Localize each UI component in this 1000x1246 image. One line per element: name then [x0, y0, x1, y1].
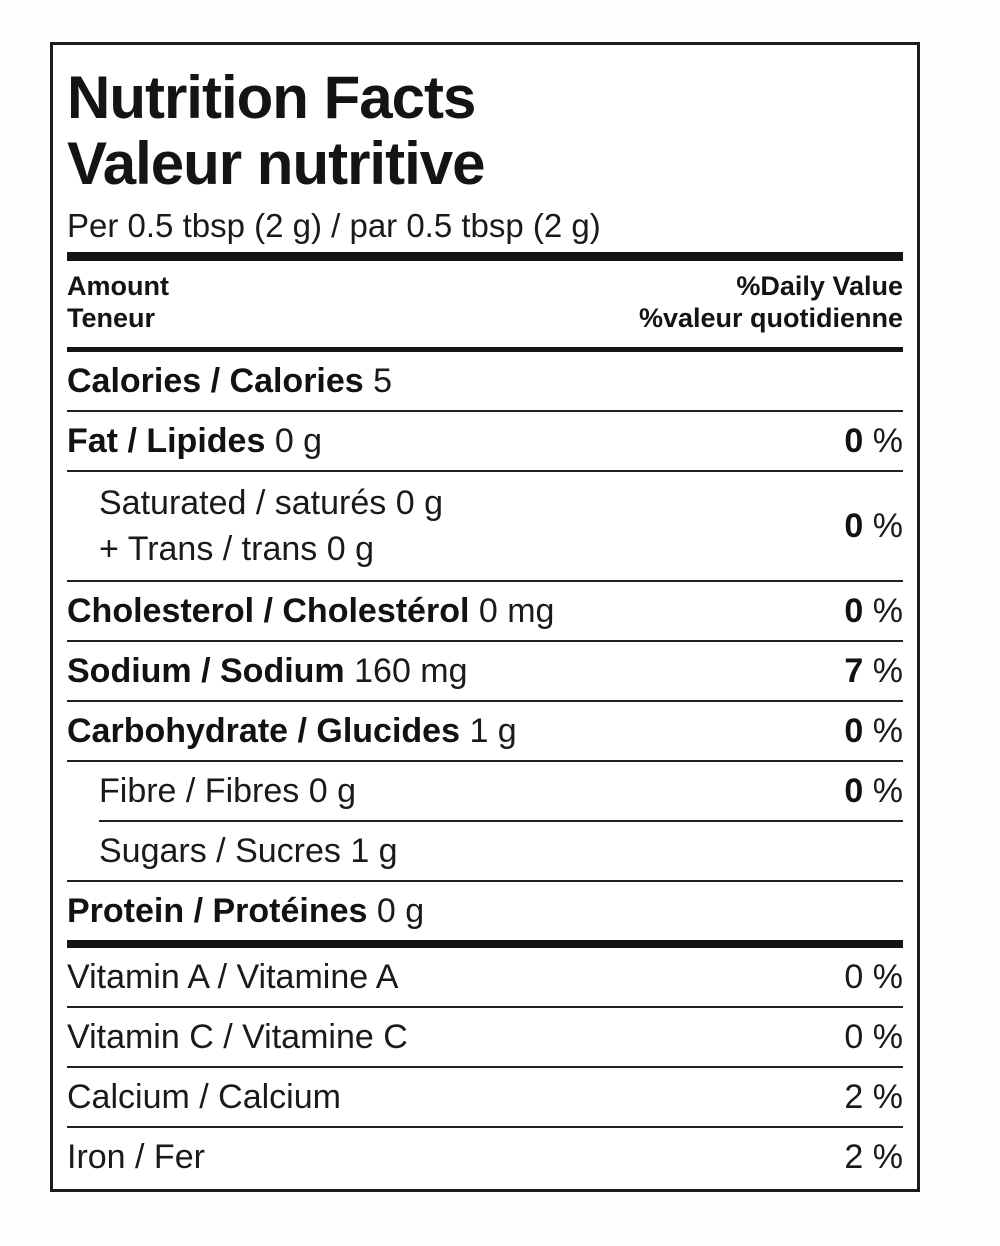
cholesterol-daily-value: 0 % — [844, 592, 903, 630]
daily-value-header-fr: %valeur quotidienne — [638, 303, 903, 333]
sodium-daily-value: 7 % — [844, 652, 903, 690]
serving-size: Per 0.5 tbsp (2 g) / par 0.5 tbsp (2 g) — [67, 207, 601, 244]
row-protein: Protein / Protéines 0 g — [67, 880, 903, 940]
amount-header-en: Amount — [67, 271, 169, 301]
title-english: Nutrition Facts — [67, 64, 476, 131]
vitamin-a-daily-value: 0 % — [844, 958, 903, 996]
fat-label: Fat / Lipides — [67, 422, 266, 460]
micronutrients-section: Vitamin A / Vitamine A 0 % Vitamin C / V… — [67, 948, 903, 1186]
cholesterol-amount: 0 mg — [478, 592, 555, 630]
protein-amount: 0 g — [376, 892, 425, 930]
separator-medium — [67, 347, 903, 352]
row-vitamin-a: Vitamin A / Vitamine A 0 % — [67, 948, 903, 1006]
row-fibre: Fibre / Fibres 0 g 0 % — [67, 760, 903, 820]
protein-label: Protein / Protéines — [67, 892, 368, 930]
vitamin-c-daily-value: 0 % — [844, 1018, 903, 1056]
amount-header-fr: Teneur — [67, 303, 156, 333]
fibre-text: Fibre / Fibres 0 g — [99, 772, 356, 810]
row-calories: Calories / Calories 5 — [67, 352, 903, 410]
saturated-trans-daily-value: 0 % — [844, 507, 903, 545]
vitamin-c-text: Vitamin C / Vitamine C — [67, 1018, 408, 1056]
sodium-amount: 160 mg — [354, 652, 468, 690]
calcium-daily-value: 2 % — [844, 1078, 903, 1116]
row-sodium: Sodium / Sodium 160 mg 7 % — [67, 640, 903, 700]
vitamin-a-text: Vitamin A / Vitamine A — [67, 958, 399, 996]
fat-daily-value: 0 % — [844, 422, 903, 460]
separator-indented — [99, 820, 903, 822]
calcium-text: Calcium / Calcium — [67, 1078, 341, 1116]
row-calcium: Calcium / Calcium 2 % — [67, 1066, 903, 1126]
iron-text: Iron / Fer — [67, 1138, 205, 1176]
carbohydrate-label: Carbohydrate / Glucides — [67, 712, 460, 750]
row-iron: Iron / Fer 2 % — [67, 1126, 903, 1186]
column-header-row: Amount Teneur %Daily Value %valeur quoti… — [67, 261, 903, 347]
amount-header: Amount Teneur — [67, 270, 169, 334]
sodium-label: Sodium / Sodium — [67, 652, 345, 690]
separator-thick-bottom — [67, 940, 903, 948]
carbohydrate-amount: 1 g — [469, 712, 517, 750]
nutrition-facts-label: Nutrition Facts Valeur nutritive Per 0.5… — [50, 42, 920, 1192]
separator-thick-top — [67, 252, 903, 261]
calories-value: 5 — [373, 362, 393, 400]
saturated-fat-text: Saturated / saturés 0 g — [99, 484, 443, 522]
title-french: Valeur nutritive — [67, 130, 485, 197]
carbohydrate-daily-value: 0 % — [844, 712, 903, 750]
sugars-text: Sugars / Sucres 1 g — [99, 832, 398, 870]
row-carbohydrate: Carbohydrate / Glucides 1 g 0 % — [67, 700, 903, 760]
row-sugars: Sugars / Sucres 1 g — [67, 822, 903, 880]
daily-value-header-en: %Daily Value — [736, 271, 903, 301]
iron-daily-value: 2 % — [844, 1138, 903, 1176]
row-cholesterol: Cholesterol / Cholestérol 0 mg 0 % — [67, 580, 903, 640]
fibre-daily-value: 0 % — [844, 772, 903, 810]
trans-fat-text: + Trans / trans 0 g — [99, 530, 374, 568]
cholesterol-label: Cholesterol / Cholestérol — [67, 592, 470, 630]
daily-value-header: %Daily Value %valeur quotidienne — [639, 270, 903, 334]
row-saturated-trans: Saturated / saturés 0 g + Trans / trans … — [67, 470, 903, 580]
fat-amount: 0 g — [274, 422, 323, 460]
row-vitamin-c: Vitamin C / Vitamine C 0 % — [67, 1006, 903, 1066]
calories-label: Calories / Calories — [67, 362, 364, 400]
label-title: Nutrition Facts Valeur nutritive — [67, 65, 903, 197]
row-fat: Fat / Lipides 0 g 0 % — [67, 410, 903, 470]
